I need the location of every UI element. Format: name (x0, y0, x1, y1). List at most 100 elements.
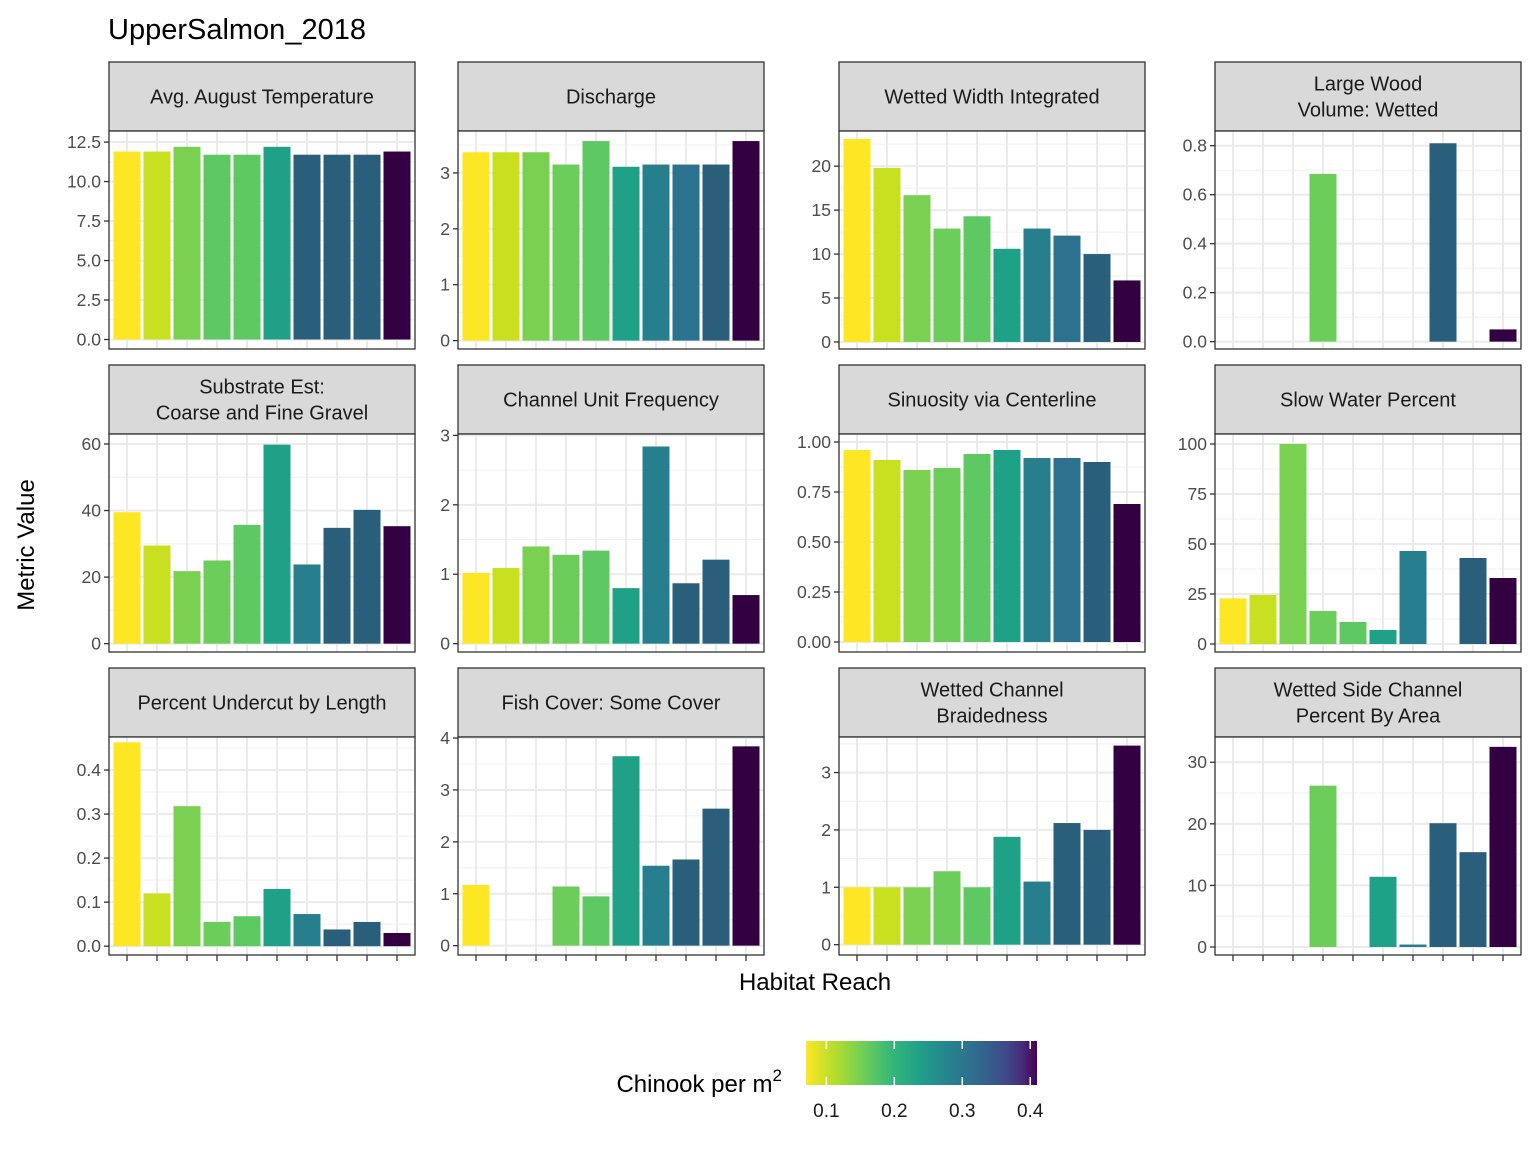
y-tick-label: 50 (1188, 534, 1208, 554)
y-tick-label: 3 (821, 763, 831, 783)
facet-panel: Sinuosity via Centerline 0.00 0.25 0.50 0.75… (797, 364, 1146, 653)
facet-panel: Large Wood Volume: Wetted 0.0 0.2 0.4 0.6 0.8 (1183, 61, 1522, 352)
bar (173, 806, 201, 947)
y-tick-label: 1 (440, 884, 450, 904)
y-tick-label: 20 (812, 156, 832, 176)
bar (293, 564, 321, 644)
bar (1113, 280, 1141, 342)
bar (113, 742, 141, 947)
y-tick-label: 0.2 (77, 848, 101, 868)
bar (1429, 823, 1457, 947)
y-tick-label: 12.5 (67, 132, 101, 152)
facet-label: Sinuosity via Centerline (888, 390, 1097, 412)
bar (1113, 745, 1141, 945)
facet-label: Percent Undercut by Length (137, 693, 386, 715)
y-tick-label: 2 (440, 219, 450, 239)
y-tick-label: 2 (440, 495, 450, 515)
facet-panel: Avg. August Temperature 0.0 2.5 5.0 7.5 10.0 1… (67, 61, 416, 350)
bar (1459, 852, 1487, 947)
bar (203, 921, 231, 947)
facet-label: Slow Water Percent (1280, 390, 1456, 412)
bar (933, 468, 961, 642)
y-tick-label: 25 (1188, 584, 1207, 604)
bar (173, 571, 201, 644)
bar (843, 450, 871, 642)
facet-label: Substrate Est: (199, 377, 325, 399)
facet-strip (108, 667, 416, 738)
bar (233, 154, 261, 340)
panel-border (108, 433, 416, 653)
panel-border (108, 130, 416, 350)
bar (383, 932, 411, 947)
y-tick-label: 3 (440, 780, 450, 800)
facet-panel: Percent Undercut by Length 0.0 0.1 0.2 0.3 0.… (77, 667, 416, 961)
bar (1023, 881, 1051, 945)
y-tick-label: 7.5 (77, 211, 101, 231)
y-tick-label: 0.75 (797, 482, 831, 502)
y-tick-label: 5.0 (77, 251, 102, 271)
bar (993, 450, 1021, 642)
panel-border (1214, 433, 1522, 653)
facet-panel: Channel Unit Frequency 0 1 2 3 (440, 364, 765, 654)
bar (672, 583, 700, 644)
bar (353, 509, 381, 644)
bar (552, 554, 580, 644)
bar (293, 914, 321, 947)
bar (462, 152, 490, 341)
facet-panel: Fish Cover: Some Cover 0 1 2 3 4 (440, 667, 765, 961)
bar (1053, 458, 1081, 642)
bar (492, 567, 520, 644)
facet-strip (457, 61, 765, 132)
bar (1083, 829, 1111, 945)
bar (612, 166, 640, 341)
panel-border (108, 736, 416, 956)
bar (582, 896, 610, 946)
bar (323, 929, 351, 947)
y-tick-label: 2 (440, 832, 450, 852)
y-tick-label: 0.0 (77, 936, 102, 956)
y-tick-label: 0.4 (1183, 234, 1208, 254)
y-tick-label: 4 (440, 728, 450, 748)
bar (113, 512, 141, 644)
y-tick-label: 20 (82, 567, 102, 587)
bar (263, 444, 291, 644)
legend-tick-label: 0.2 (881, 1101, 907, 1122)
bar (873, 887, 901, 945)
y-tick-label: 3 (440, 425, 450, 445)
bar (843, 887, 871, 945)
bar (732, 595, 760, 644)
facet-label: Coarse and Fine Gravel (156, 403, 368, 425)
panel-border (1214, 736, 1522, 956)
bar (1083, 254, 1111, 342)
facet-strip (838, 364, 1146, 435)
bar (1459, 558, 1487, 644)
legend-tick-label: 0.1 (813, 1101, 839, 1122)
facet-strip (838, 667, 1146, 738)
y-tick-label: 0.4 (77, 760, 102, 780)
bar (233, 916, 261, 947)
panel-border (838, 433, 1146, 653)
facet-label: Discharge (566, 87, 656, 109)
facet-strip (1214, 61, 1522, 132)
bar (1309, 173, 1337, 342)
y-tick-label: 2.5 (77, 290, 101, 310)
facet-strip (457, 364, 765, 435)
y-tick-label: 75 (1188, 484, 1207, 504)
bar (1279, 444, 1307, 644)
legend-tick-label: 0.3 (949, 1101, 975, 1122)
legend-title: Chinook per m2 (616, 1066, 782, 1098)
bar (1399, 944, 1427, 947)
bar (1309, 785, 1337, 947)
bar (522, 152, 550, 341)
facet-panels: Avg. August Temperature0.02.55.07.510.01… (67, 61, 1522, 961)
y-tick-label: 0 (1197, 634, 1207, 654)
bar (263, 146, 291, 340)
facet-label: Volume: Wetted (1298, 100, 1439, 122)
facet-panel: Wetted Channel Braidedness 0 1 2 3 (821, 667, 1146, 961)
facet-label: Channel Unit Frequency (503, 390, 719, 412)
y-tick-label: 1 (821, 877, 831, 897)
bar (233, 524, 261, 644)
facet-strip (838, 61, 1146, 132)
y-tick-label: 0 (440, 634, 450, 654)
